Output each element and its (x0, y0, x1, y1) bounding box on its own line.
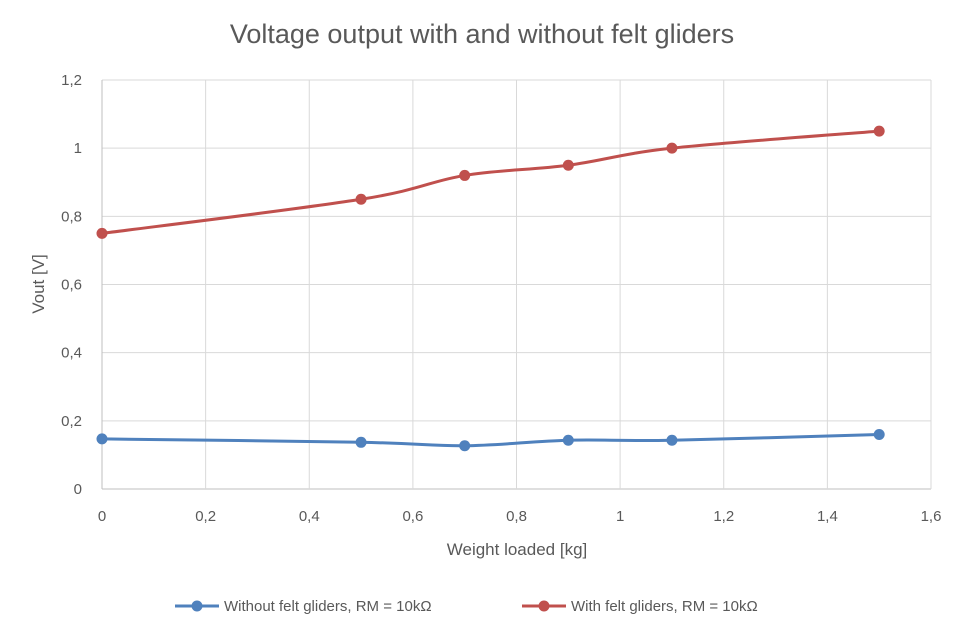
y-axis-title: Vout [V] (29, 254, 48, 314)
legend-item-1: Without felt gliders, RM = 10kΩ (175, 598, 432, 615)
x-tick-label: 1 (616, 508, 624, 525)
series-line (100, 432, 881, 448)
data-point-marker (96, 227, 108, 239)
legend-marker-icon (538, 600, 550, 612)
x-tick-label: 1,4 (817, 508, 838, 525)
series-2 (96, 125, 885, 239)
x-tick-label: 0 (98, 508, 106, 525)
series-1 (96, 428, 885, 452)
series-line (100, 129, 881, 235)
legend-marker-icon (191, 600, 203, 612)
x-tick-label: 0,8 (506, 508, 527, 525)
data-point-marker (562, 434, 574, 446)
legend-label: Without felt gliders, RM = 10kΩ (224, 598, 432, 615)
data-point-marker (355, 193, 367, 205)
x-tick-label: 0,6 (402, 508, 423, 525)
data-point-marker (96, 433, 108, 445)
legend-label: With felt gliders, RM = 10kΩ (571, 598, 758, 615)
legend-item-2: With felt gliders, RM = 10kΩ (522, 598, 758, 615)
y-tick-label: 1 (74, 140, 82, 157)
data-point-marker (355, 436, 367, 448)
y-tick-label: 0,6 (61, 277, 82, 294)
tick-labels: 0 0,2 0,4 0,6 0,8 1 1,2 0 0,2 0,4 0,6 0,8 1 1,2 1,4 1,6 (61, 72, 941, 525)
data-series (96, 125, 885, 452)
y-tick-label: 0,2 (61, 413, 82, 430)
grid-lines (101, 79, 932, 490)
data-point-marker (666, 142, 678, 154)
data-point-marker (873, 428, 885, 440)
data-point-marker (459, 440, 471, 452)
x-tick-label: 1,6 (921, 508, 942, 525)
x-tick-label: 0,4 (299, 508, 320, 525)
chart-title: Voltage output with and without felt gli… (230, 19, 734, 49)
x-tick-label: 1,2 (713, 508, 734, 525)
y-tick-label: 0,4 (61, 345, 82, 362)
data-point-marker (873, 125, 885, 137)
data-point-marker (459, 169, 471, 181)
y-tick-label: 0,8 (61, 208, 82, 225)
x-tick-label: 0,2 (195, 508, 216, 525)
data-point-marker (562, 159, 574, 171)
x-axis-title: Weight loaded [kg] (447, 540, 588, 559)
y-tick-label: 1,2 (61, 72, 82, 89)
legend: Without felt gliders, RM = 10kΩ With felt… (175, 598, 758, 615)
y-tick-label: 0 (74, 481, 82, 498)
data-point-marker (666, 434, 678, 446)
